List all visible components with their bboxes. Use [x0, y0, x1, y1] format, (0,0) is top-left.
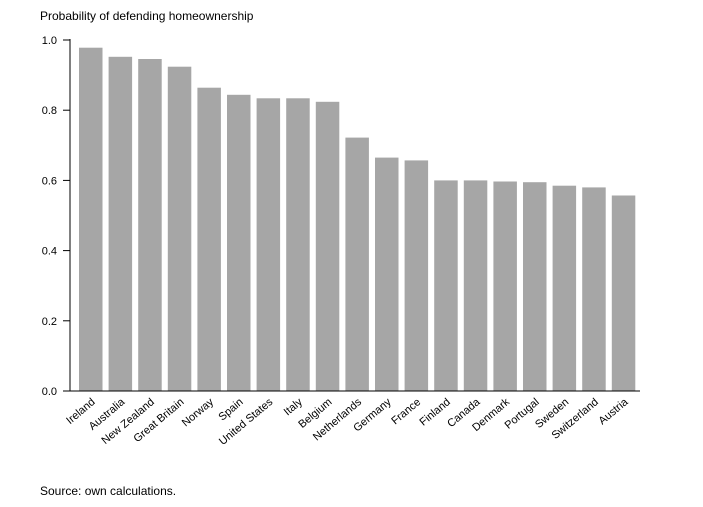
- bars-group: [79, 47, 636, 392]
- y-tick-label: 0.2: [42, 316, 57, 328]
- x-tick-label-france: France: [389, 396, 423, 427]
- bar-germany: [375, 157, 399, 391]
- bar-austria: [611, 195, 636, 391]
- bar-united-states: [256, 98, 281, 392]
- bar-france: [404, 160, 429, 391]
- bar-sweden: [552, 185, 577, 391]
- x-tick-label-austria: Austria: [597, 396, 632, 428]
- bar-portugal: [523, 182, 547, 391]
- bar-australia: [108, 56, 133, 392]
- bar-netherlands: [345, 137, 369, 391]
- y-tick-label: 0.8: [42, 105, 57, 117]
- y-tick-label: 0.0: [42, 386, 57, 398]
- chart-title: Probability of defending homeownership: [40, 9, 254, 23]
- y-tick-label: 0.4: [42, 246, 57, 258]
- bar-norway: [197, 87, 221, 391]
- bar-finland: [434, 180, 458, 391]
- bar-belgium: [315, 101, 340, 392]
- source-note: Source: own calculations.: [40, 484, 177, 498]
- bar-ireland: [79, 47, 103, 391]
- x-tick-label-norway: Norway: [180, 396, 217, 429]
- y-tick-label: 0.6: [42, 175, 57, 187]
- x-tick-label-italy: Italy: [282, 396, 306, 418]
- y-tick-label: 1.0: [42, 35, 57, 47]
- bar-denmark: [493, 181, 517, 391]
- bar-spain: [227, 94, 251, 392]
- bar-great-britain: [167, 66, 192, 391]
- bar-canada: [463, 180, 488, 391]
- bar-switzerland: [582, 187, 606, 391]
- y-axis: 0.0 0.2 0.4 0.6 0.8 1.0: [42, 35, 71, 398]
- bar-new-zealand: [138, 59, 162, 391]
- bar-italy: [286, 98, 310, 392]
